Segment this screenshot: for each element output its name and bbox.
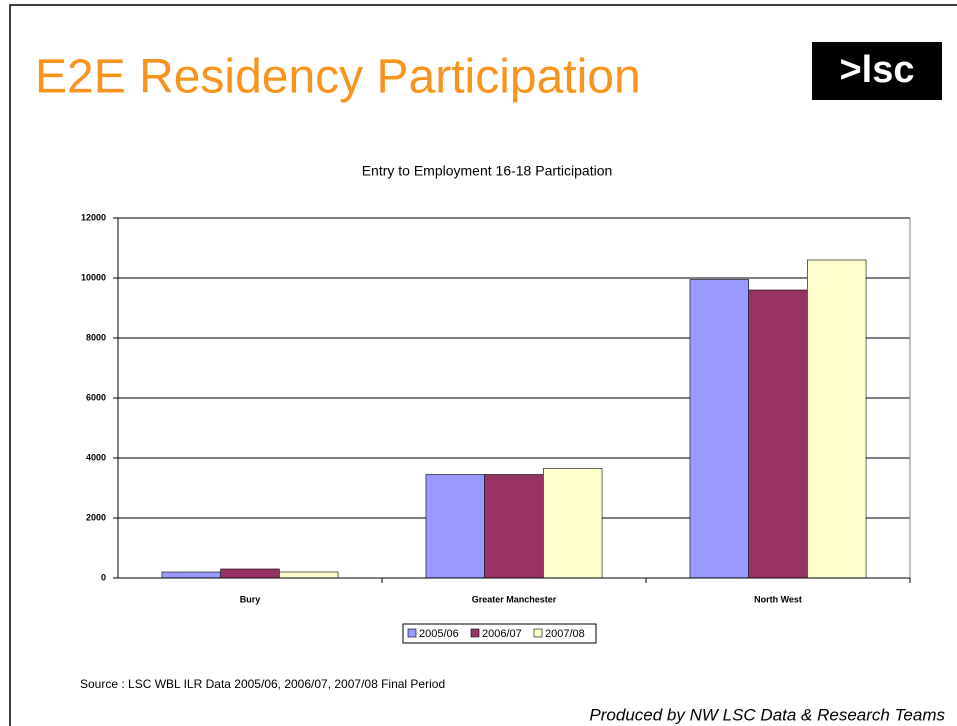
legend-box: [402, 623, 597, 644]
legend-swatch: [470, 628, 480, 638]
slide-title: E2E Residency Participation: [35, 51, 641, 104]
bar: [220, 568, 280, 579]
x-tick-label: Bury: [240, 594, 261, 604]
chart-title: Entry to Employment 16-18 Participation: [362, 163, 613, 179]
x-tick-label: Greater Manchester: [472, 594, 557, 604]
source: Source : LSC WBL ILR Data 2005/06, 2006/…: [80, 677, 445, 691]
bar: [689, 279, 749, 579]
legend-swatch: [533, 628, 543, 638]
legend-label: 2007/08: [545, 628, 585, 640]
logo: >lsc: [839, 49, 914, 91]
bar: [807, 259, 867, 579]
y-tick-label: 12000: [81, 212, 106, 222]
legend-label: 2005/06: [419, 628, 459, 640]
y-tick-label: 4000: [86, 452, 106, 462]
footer: Produced by NW LSC Data & Research Teams: [589, 705, 945, 724]
legend-label: 2006/07: [482, 628, 522, 640]
bar: [748, 289, 808, 579]
bar: [279, 571, 339, 579]
x-tick-label: North West: [754, 594, 802, 604]
y-tick-label: 8000: [86, 332, 106, 342]
logo-box: [812, 42, 942, 100]
y-tick-label: 6000: [86, 392, 106, 402]
y-tick-label: 10000: [81, 272, 106, 282]
y-tick-label: 2000: [86, 512, 106, 522]
y-tick-label: 0: [101, 572, 106, 582]
legend-swatch: [407, 628, 417, 638]
bar: [161, 571, 221, 579]
bar: [543, 468, 603, 579]
bar: [425, 474, 485, 579]
bar: [484, 474, 544, 579]
